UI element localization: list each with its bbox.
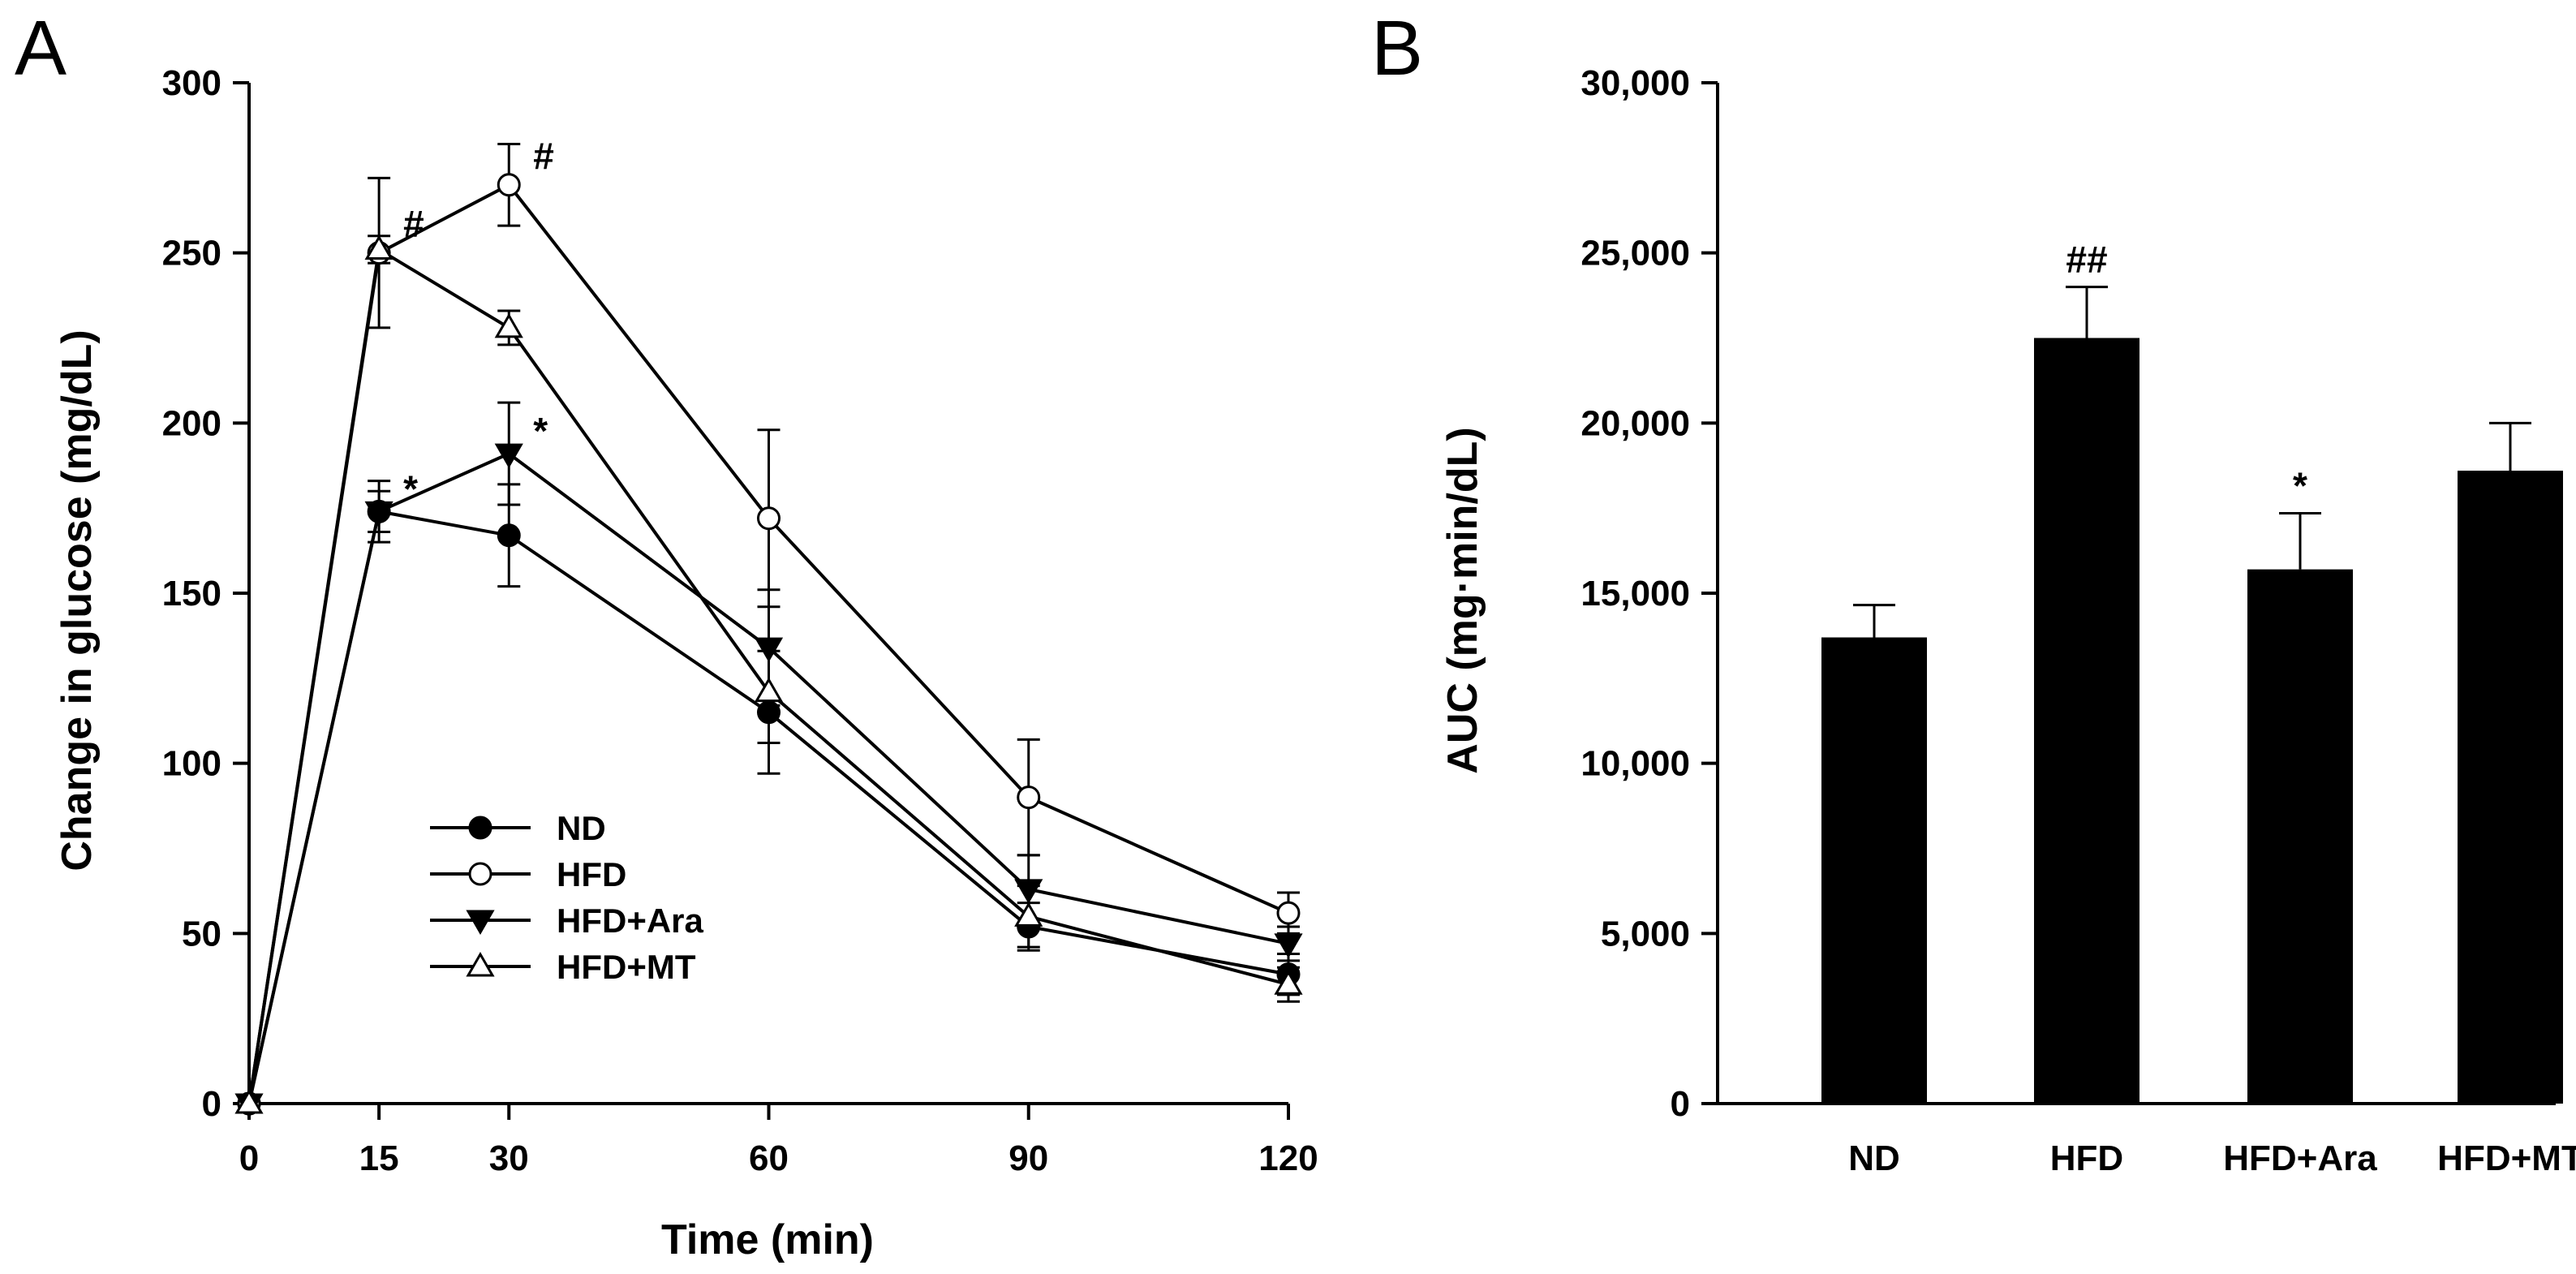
error-bar-hfd-ara — [2279, 511, 2321, 570]
panel-a-point-hfd-mt — [754, 677, 784, 703]
panel-a-point-hfd-ara — [754, 637, 784, 663]
bar-nd — [1821, 637, 1927, 1104]
panel-a-significance-mark: # — [403, 203, 424, 245]
panel-a-point-hfd-ara — [1014, 879, 1043, 904]
panel-a-significance-mark: * — [533, 410, 548, 452]
panel-a-x-tick-label: 120 — [1258, 1138, 1318, 1178]
panel-a-point-hfd-ara — [494, 443, 523, 469]
panel-a-x-tick-label: 15 — [359, 1138, 399, 1178]
panel-a-series-line-hfd-ara — [247, 451, 1289, 1104]
panel-b-y-tick-label: 15,000 — [1580, 574, 1690, 613]
panel-a-y-tick-label: 300 — [162, 63, 221, 103]
panel-b-bar-chart: 0 5,000 10,000 15,000 20,000 25,000 30,000 ND H… — [1439, 63, 2576, 1178]
legend-label-hfd-mt: HFD+MT — [557, 948, 696, 986]
panel-a-point-hfd — [1276, 901, 1301, 925]
panel-a-y-tick-label: 50 — [182, 914, 221, 953]
category-label-hfd: HFD — [2050, 1138, 2123, 1178]
panel-a-y-tick-label: 0 — [202, 1084, 221, 1124]
panel-a-point-hfd-ara — [1274, 933, 1303, 958]
error-bar-nd — [1853, 604, 1895, 638]
panel-b-y-axis-label: AUC (mg·min/dL) — [1439, 427, 1486, 773]
panel-a-point-hfd — [1017, 785, 1041, 810]
panel-a-significance-mark: # — [533, 135, 554, 177]
legend-label-nd: ND — [557, 809, 606, 847]
panel-a-x-tick-label: 0 — [239, 1138, 259, 1178]
panel-b-y-tick-label: 10,000 — [1580, 744, 1690, 784]
panel-a-series-line-hfd-mt — [247, 247, 1289, 1104]
panel-a-y-axis-label: Change in glucose (mg/dL) — [54, 329, 101, 871]
panel-b-y-tick-label: 20,000 — [1580, 403, 1690, 443]
panel-a-letter: A — [15, 5, 67, 92]
panel-a-point-hfd-mt — [234, 1088, 264, 1114]
panel-a-point-hfd-mt — [1014, 902, 1043, 927]
panel-a-point-hfd — [497, 173, 521, 197]
bar-hfd — [2034, 338, 2139, 1104]
legend-marker-nd — [468, 816, 492, 840]
panel-a-x-tick-label: 60 — [749, 1138, 789, 1178]
panel-a-x-tick-label: 30 — [489, 1138, 529, 1178]
panel-b-letter: B — [1371, 5, 1423, 92]
category-label-hfd-mt: HFD+MT — [2437, 1138, 2576, 1178]
panel-b-y-tick-label: 30,000 — [1580, 63, 1690, 103]
panel-a-point-nd — [497, 523, 521, 548]
panel-b-significance-mark: ## — [2066, 239, 2107, 281]
panel-a-y-tick-label: 100 — [162, 744, 221, 784]
panel-a-y-tick-label: 150 — [162, 574, 221, 613]
panel-a-x-tick-label: 90 — [1008, 1138, 1048, 1178]
panel-a-point-hfd-mt — [364, 235, 393, 260]
panel-a-point-hfd — [757, 506, 781, 531]
legend-marker-hfd-mt — [466, 951, 495, 977]
panel-b-y-tick-label: 5,000 — [1601, 914, 1690, 953]
panel-b-y-tick-label: 0 — [1671, 1084, 1690, 1124]
legend-marker-hfd — [468, 862, 492, 886]
panel-a-significance-mark: * — [403, 467, 418, 510]
category-label-nd: ND — [1848, 1138, 1900, 1178]
panel-b-y-tick-label: 25,000 — [1580, 234, 1690, 273]
panel-a-point-hfd-mt — [1274, 970, 1303, 995]
panel-a-line-chart: 0 50 100 150 200 250 300 0 15 30 60 90 120 # # * * ND H… — [54, 63, 1318, 1263]
legend-marker-hfd-ara — [466, 910, 495, 936]
panel-b-significance-mark: * — [2293, 464, 2307, 506]
panel-a-point-hfd-mt — [494, 312, 523, 338]
legend-label-hfd-ara: HFD+Ara — [557, 902, 704, 940]
panel-a-point-hfd-ara — [364, 501, 393, 527]
error-bar-hfd — [2066, 286, 2108, 338]
panel-a-y-tick-label: 200 — [162, 403, 221, 443]
category-label-hfd-ara: HFD+Ara — [2223, 1138, 2377, 1178]
legend-label-hfd: HFD — [557, 855, 626, 893]
bar-hfd-ara — [2247, 569, 2353, 1104]
panel-a-point-nd — [757, 700, 781, 725]
panel-a-y-tick-label: 250 — [162, 234, 221, 273]
error-bar-hfd-mt — [2489, 421, 2531, 471]
bar-hfd-mt — [2458, 471, 2563, 1104]
panel-a-x-axis-label: Time (min) — [661, 1216, 874, 1263]
